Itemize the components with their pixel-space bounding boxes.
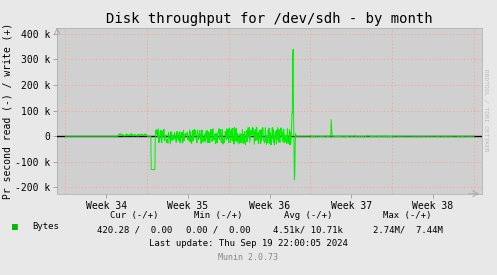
Text: Cur (-/+): Cur (-/+) — [110, 211, 159, 220]
Text: 2.74M/  7.44M: 2.74M/ 7.44M — [373, 225, 442, 234]
Text: 0.00 /  0.00: 0.00 / 0.00 — [186, 225, 251, 234]
Text: RRDTOOL / TOBI OETIKER: RRDTOOL / TOBI OETIKER — [484, 69, 489, 151]
Text: Avg (-/+): Avg (-/+) — [284, 211, 332, 220]
Text: Munin 2.0.73: Munin 2.0.73 — [219, 254, 278, 262]
Text: Min (-/+): Min (-/+) — [194, 211, 243, 220]
Text: Last update: Thu Sep 19 22:00:05 2024: Last update: Thu Sep 19 22:00:05 2024 — [149, 239, 348, 248]
Text: 420.28 /  0.00: 420.28 / 0.00 — [96, 225, 172, 234]
Y-axis label: Pr second read (-) / write (+): Pr second read (-) / write (+) — [2, 23, 12, 199]
Text: ■: ■ — [12, 222, 18, 232]
Text: Max (-/+): Max (-/+) — [383, 211, 432, 220]
Text: Bytes: Bytes — [32, 222, 59, 231]
Text: 4.51k/ 10.71k: 4.51k/ 10.71k — [273, 225, 343, 234]
Title: Disk throughput for /dev/sdh - by month: Disk throughput for /dev/sdh - by month — [106, 12, 433, 26]
